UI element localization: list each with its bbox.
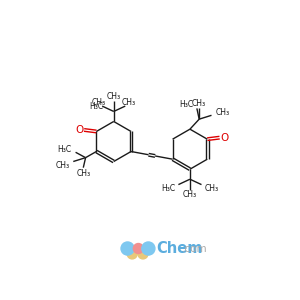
- Circle shape: [142, 242, 155, 255]
- Circle shape: [133, 244, 143, 254]
- Text: CH₃: CH₃: [205, 184, 219, 193]
- Text: CH₃: CH₃: [106, 92, 121, 100]
- Text: CH₃: CH₃: [192, 99, 206, 108]
- Text: CH₃: CH₃: [76, 169, 90, 178]
- Text: H₃C: H₃C: [179, 100, 193, 109]
- Text: O: O: [220, 133, 228, 142]
- Circle shape: [138, 249, 148, 259]
- Text: CH₃: CH₃: [92, 98, 106, 107]
- Text: O: O: [75, 125, 84, 135]
- Circle shape: [121, 242, 134, 255]
- Text: CH₃: CH₃: [56, 161, 70, 170]
- Text: CH₃: CH₃: [121, 98, 135, 107]
- Circle shape: [127, 249, 137, 259]
- Text: CH₃: CH₃: [215, 108, 230, 117]
- Text: H₃C: H₃C: [161, 184, 175, 193]
- Text: Chem: Chem: [156, 241, 202, 256]
- Text: .com: .com: [182, 244, 207, 254]
- Text: CH₃: CH₃: [183, 190, 197, 199]
- Text: H₃C: H₃C: [58, 145, 72, 154]
- Text: H₃C: H₃C: [89, 102, 103, 111]
